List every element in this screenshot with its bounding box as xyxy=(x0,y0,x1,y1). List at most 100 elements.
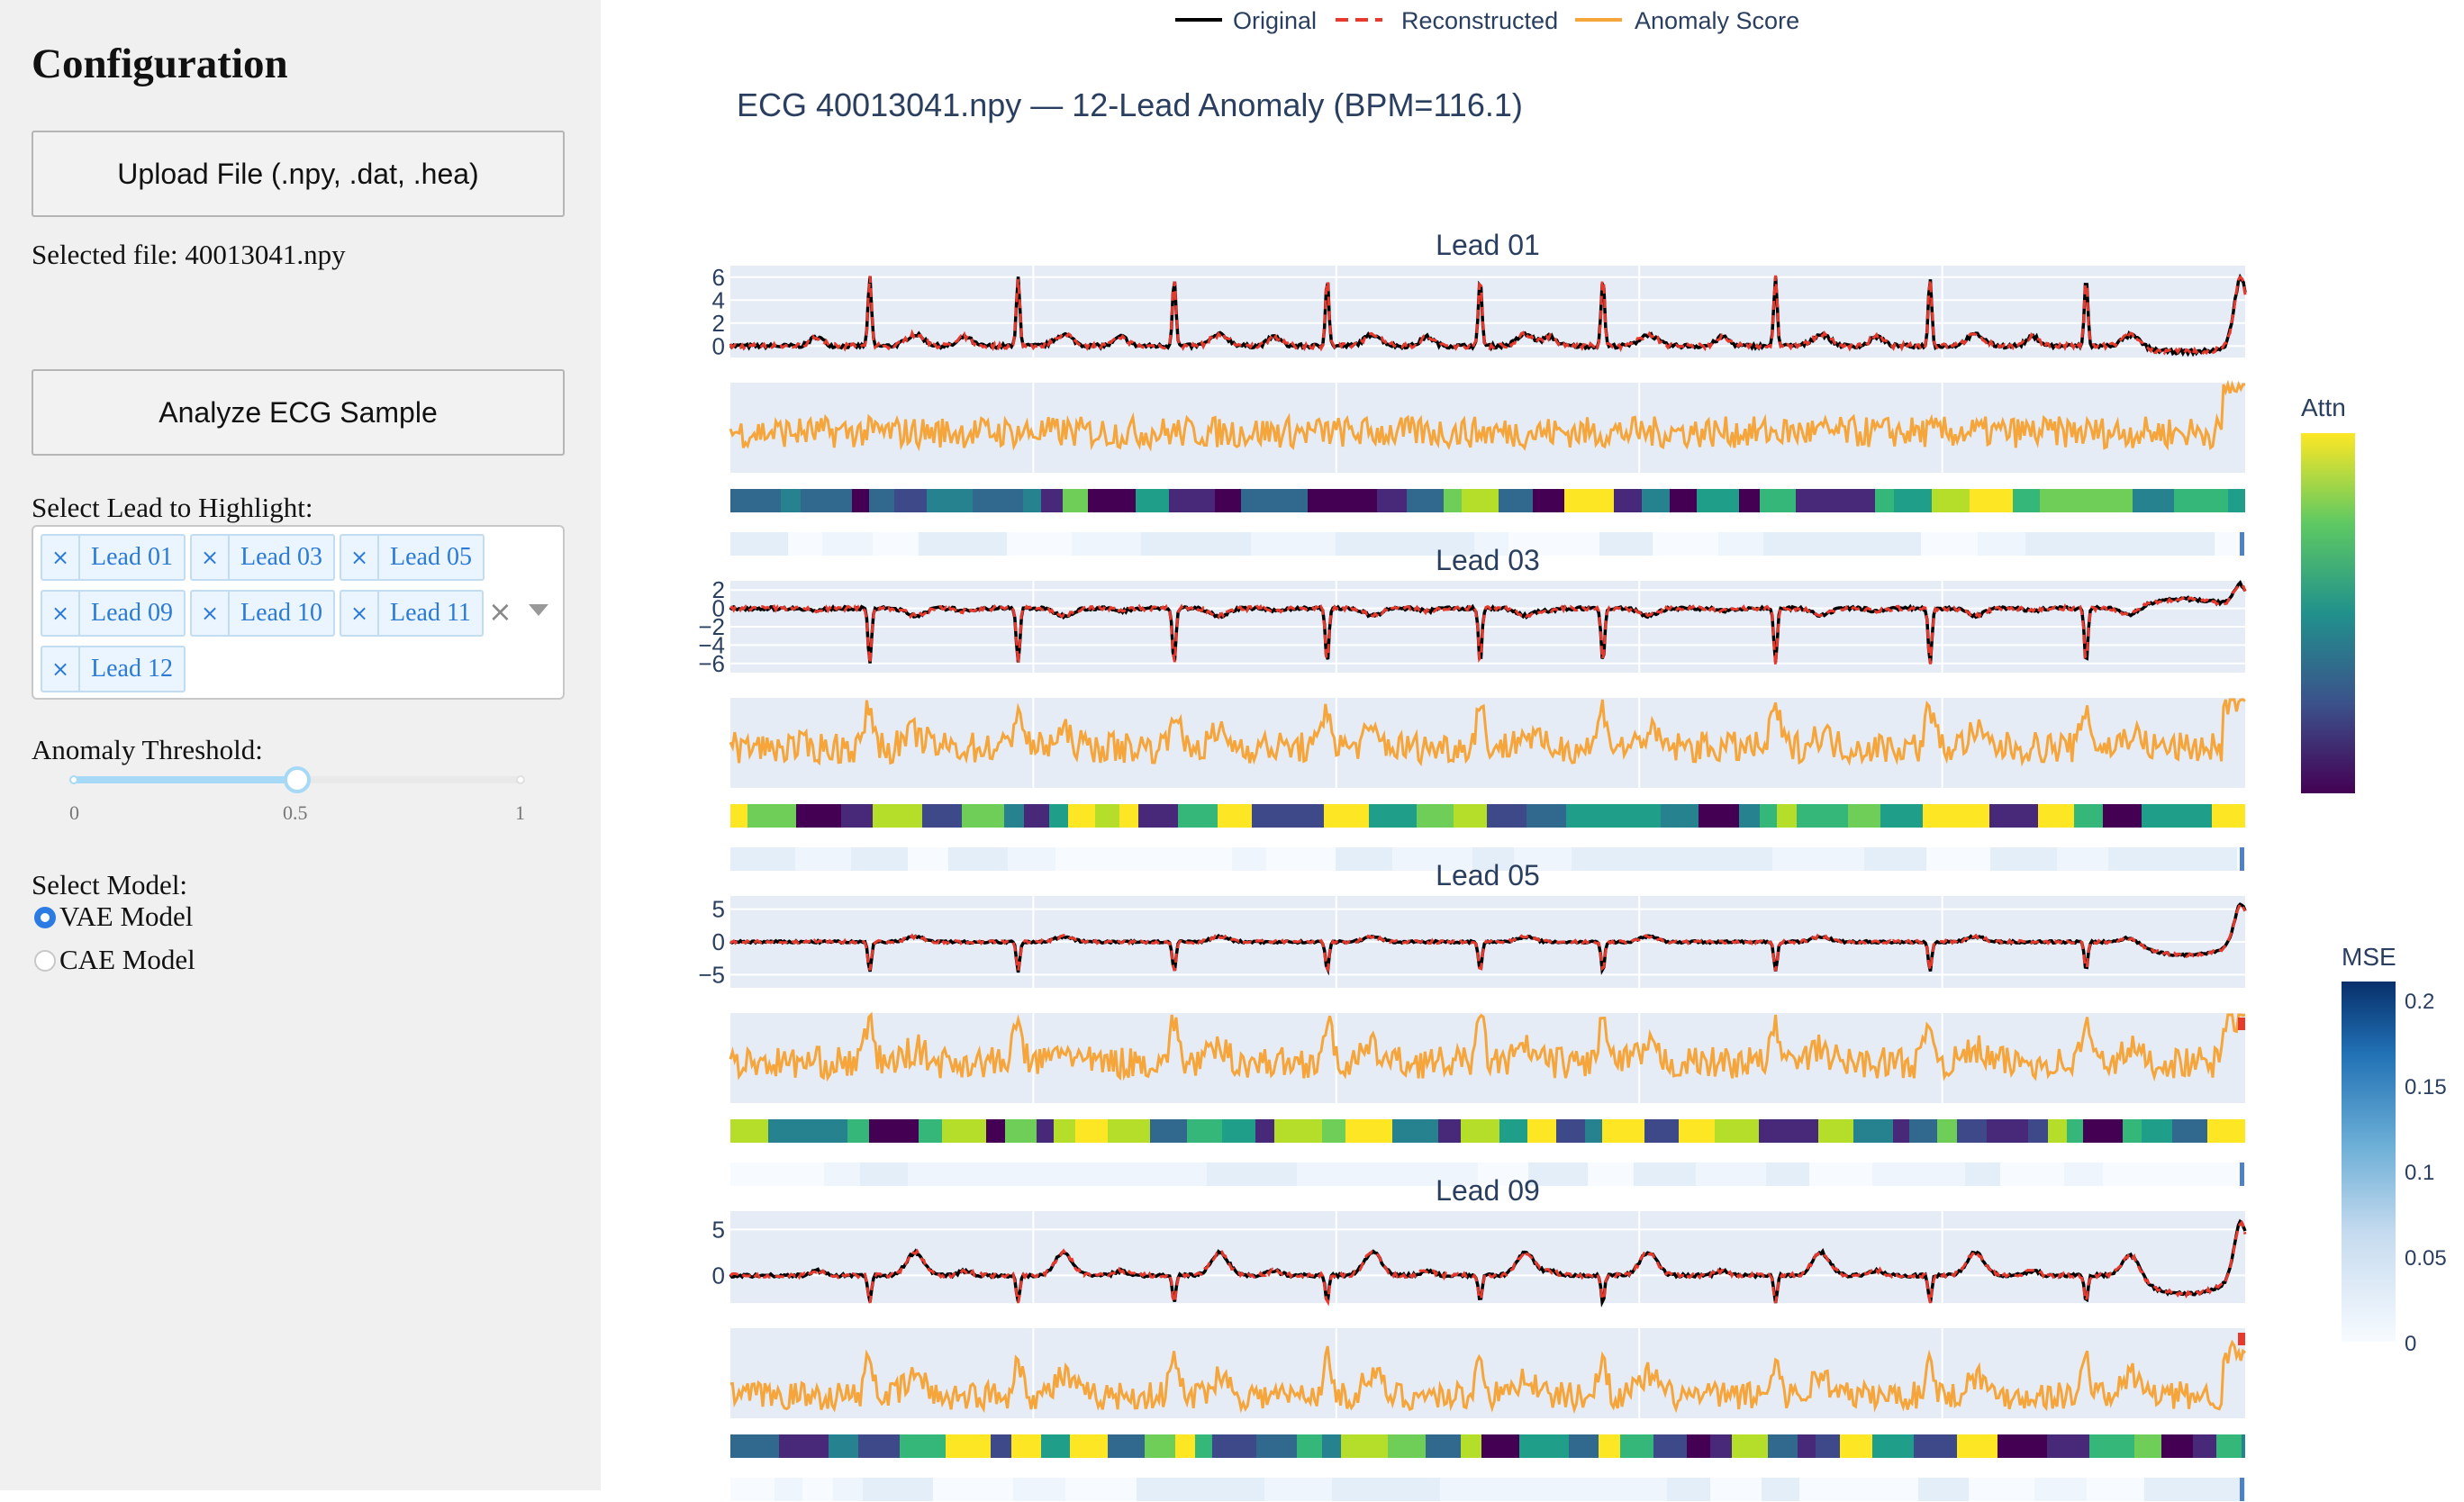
upload-file-button[interactable]: Upload File (.npy, .dat, .hea) xyxy=(32,131,565,217)
remove-chip-icon[interactable]: × xyxy=(42,647,80,691)
y-tick-label: −4 xyxy=(698,631,725,658)
attention-cell xyxy=(1585,1119,1602,1143)
mse-cell xyxy=(2140,847,2197,871)
mse-cell xyxy=(908,1163,977,1186)
vae-radio[interactable] xyxy=(34,907,56,928)
attention-cell xyxy=(1739,489,1760,512)
legend-reconstructed-label[interactable]: Reconstructed xyxy=(1401,7,1558,34)
remove-chip-icon[interactable]: × xyxy=(42,536,80,579)
mse-cell xyxy=(2240,1163,2244,1186)
mse-cell xyxy=(2198,1478,2245,1501)
mse-cell xyxy=(1309,532,1336,556)
mse-cell xyxy=(1336,847,1392,871)
attention-cell xyxy=(1670,489,1697,512)
attention-cell xyxy=(1322,1119,1345,1143)
mse-cell xyxy=(1599,532,1653,556)
attention-cell xyxy=(2134,1434,2161,1458)
vae-radio-label[interactable]: VAE Model xyxy=(59,900,194,932)
remove-chip-icon[interactable]: × xyxy=(192,536,230,579)
attention-cell xyxy=(2081,489,2099,512)
remove-chip-icon[interactable]: × xyxy=(341,592,379,635)
mse-cell xyxy=(2240,847,2244,871)
y-tick-label: 2 xyxy=(712,310,725,337)
attention-cell xyxy=(1274,804,1324,828)
analyze-ecg-button[interactable]: Analyze ECG Sample xyxy=(32,369,565,456)
attention-cell xyxy=(730,489,781,512)
attention-cell xyxy=(2123,1119,2142,1143)
attention-cell xyxy=(1178,804,1218,828)
attention-cell xyxy=(730,1119,768,1143)
mse-cell xyxy=(795,847,851,871)
attention-cell xyxy=(1407,489,1444,512)
attention-cell xyxy=(1011,1434,1041,1458)
attention-cell xyxy=(2103,804,2142,828)
model-label: Select Model: xyxy=(32,869,188,900)
y-tick-label: 6 xyxy=(712,264,725,291)
attention-cell xyxy=(1569,1434,1599,1458)
mse-cell xyxy=(1392,847,1440,871)
attention-cell xyxy=(1088,489,1136,512)
mse-cell xyxy=(860,1163,908,1186)
attention-cell xyxy=(1556,1119,1585,1143)
attn-colorbar: Attn xyxy=(2301,394,2355,793)
mse-cell xyxy=(1232,847,1266,871)
lead-panel-lead-09: Lead 09 5 0 xyxy=(712,1174,2247,1501)
attention-cell xyxy=(1108,1434,1145,1458)
mse-cell xyxy=(1918,1478,1969,1501)
remove-chip-icon[interactable]: × xyxy=(42,592,80,635)
attention-cell xyxy=(1997,1434,2047,1458)
mse-cell xyxy=(1706,847,1772,871)
attention-cell xyxy=(2212,804,2245,828)
remove-chip-icon[interactable]: × xyxy=(192,592,230,635)
lead-multiselect[interactable]: × Lead 01 × Lead 03 × Lead 05 × Lead 09 … xyxy=(32,525,565,700)
attention-cell xyxy=(1679,1119,1715,1143)
threshold-slider-handle[interactable] xyxy=(284,766,311,793)
attention-cell xyxy=(1075,1119,1108,1143)
mse-cell xyxy=(1766,1163,1809,1186)
attention-cell xyxy=(1759,1119,1792,1143)
attention-cell xyxy=(1642,489,1670,512)
attention-cell xyxy=(1417,804,1454,828)
mse-cell xyxy=(824,1163,860,1186)
attention-cell xyxy=(2206,489,2228,512)
cae-radio-label[interactable]: CAE Model xyxy=(59,944,195,975)
attention-cell xyxy=(1499,1119,1527,1143)
mse-cell xyxy=(1491,1478,1562,1501)
legend-original-label[interactable]: Original xyxy=(1233,7,1317,34)
lead-chip-03: × Lead 03 xyxy=(190,534,335,581)
legend-anomaly-label[interactable]: Anomaly Score xyxy=(1635,7,1799,34)
attention-cell xyxy=(1063,489,1088,512)
mse-cell xyxy=(1407,1163,1478,1186)
mse-cell xyxy=(1478,1163,1528,1186)
mse-cell xyxy=(1799,1478,1849,1501)
cae-radio[interactable] xyxy=(34,950,56,972)
attention-cell xyxy=(2040,489,2081,512)
attention-cell xyxy=(1481,1434,1519,1458)
mse-cell xyxy=(2197,847,2237,871)
attention-cell xyxy=(1462,489,1499,512)
y-tick-label: 4 xyxy=(712,286,725,313)
attention-cell xyxy=(2038,804,2074,828)
anomaly-plot-area xyxy=(730,1328,2245,1418)
mse-cell xyxy=(933,1478,972,1501)
attention-cell xyxy=(869,1119,919,1143)
attention-cell xyxy=(2028,1119,2048,1143)
attention-cell xyxy=(1041,489,1063,512)
mse-cell xyxy=(1864,847,1926,871)
attention-cell xyxy=(1880,804,1923,828)
mse-cell xyxy=(1336,532,1384,556)
y-tick-label: 0 xyxy=(712,332,725,359)
attention-cell xyxy=(1145,1434,1175,1458)
mse-tick: 0.1 xyxy=(2405,1161,2434,1185)
clear-all-icon[interactable]: × xyxy=(488,594,512,629)
attn-colorbar-title: Attn xyxy=(2301,394,2346,421)
attention-cell xyxy=(2228,489,2245,512)
sidebar-title: Configuration xyxy=(32,41,288,87)
y-tick-label: 5 xyxy=(712,896,725,923)
dropdown-arrow-icon[interactable] xyxy=(529,604,548,616)
remove-chip-icon[interactable]: × xyxy=(341,536,379,579)
mse-cell xyxy=(730,847,795,871)
slider-mark-0 xyxy=(69,775,78,784)
lead-chip-10: × Lead 10 xyxy=(190,590,335,637)
attention-cell xyxy=(1136,489,1169,512)
